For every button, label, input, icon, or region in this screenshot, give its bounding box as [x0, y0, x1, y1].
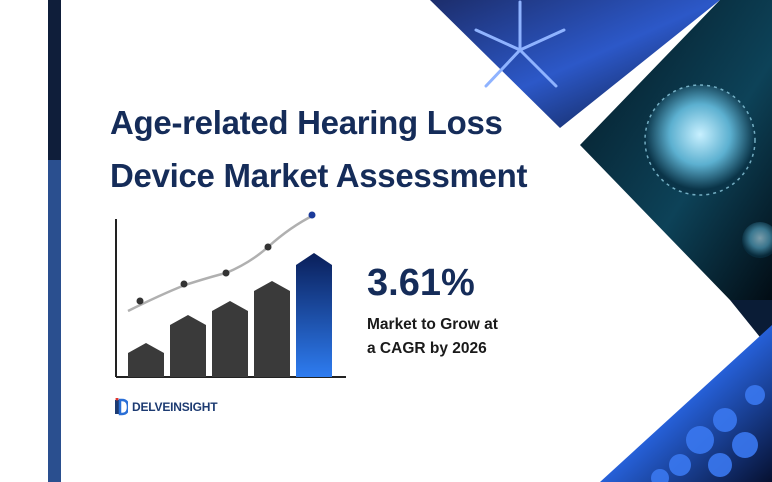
cagr-value: 3.61%	[367, 262, 475, 304]
bar-chart-icon	[115, 211, 346, 378]
delveinsight-logo: DELVEINSIGHT	[114, 398, 218, 416]
bar-5	[296, 253, 332, 377]
bar-3	[212, 301, 248, 377]
trend-point	[308, 211, 316, 219]
trend-point	[180, 280, 188, 288]
left-accent-bar-blue	[48, 160, 61, 482]
delveinsight-logo-icon	[115, 398, 128, 416]
title-line-2: Device Market Assessment	[110, 157, 528, 194]
bar-2	[170, 315, 206, 377]
title-line-1: Age-related Hearing Loss	[110, 104, 503, 141]
left-accent-bar-dark	[48, 0, 61, 160]
cagr-caption-line-1: Market to Grow at	[367, 316, 498, 333]
trend-point	[136, 297, 144, 305]
bar-1	[128, 343, 164, 377]
cagr-caption-line-2: a CAGR by 2026	[367, 340, 487, 357]
page-title: Age-related Hearing Loss Device Market A…	[110, 96, 527, 202]
bar-4	[254, 281, 290, 377]
cagr-caption: Market to Grow at a CAGR by 2026	[367, 313, 498, 361]
logo-text: DELVEINSIGHT	[132, 400, 218, 414]
trend-point	[264, 243, 272, 251]
trend-point	[222, 269, 230, 277]
